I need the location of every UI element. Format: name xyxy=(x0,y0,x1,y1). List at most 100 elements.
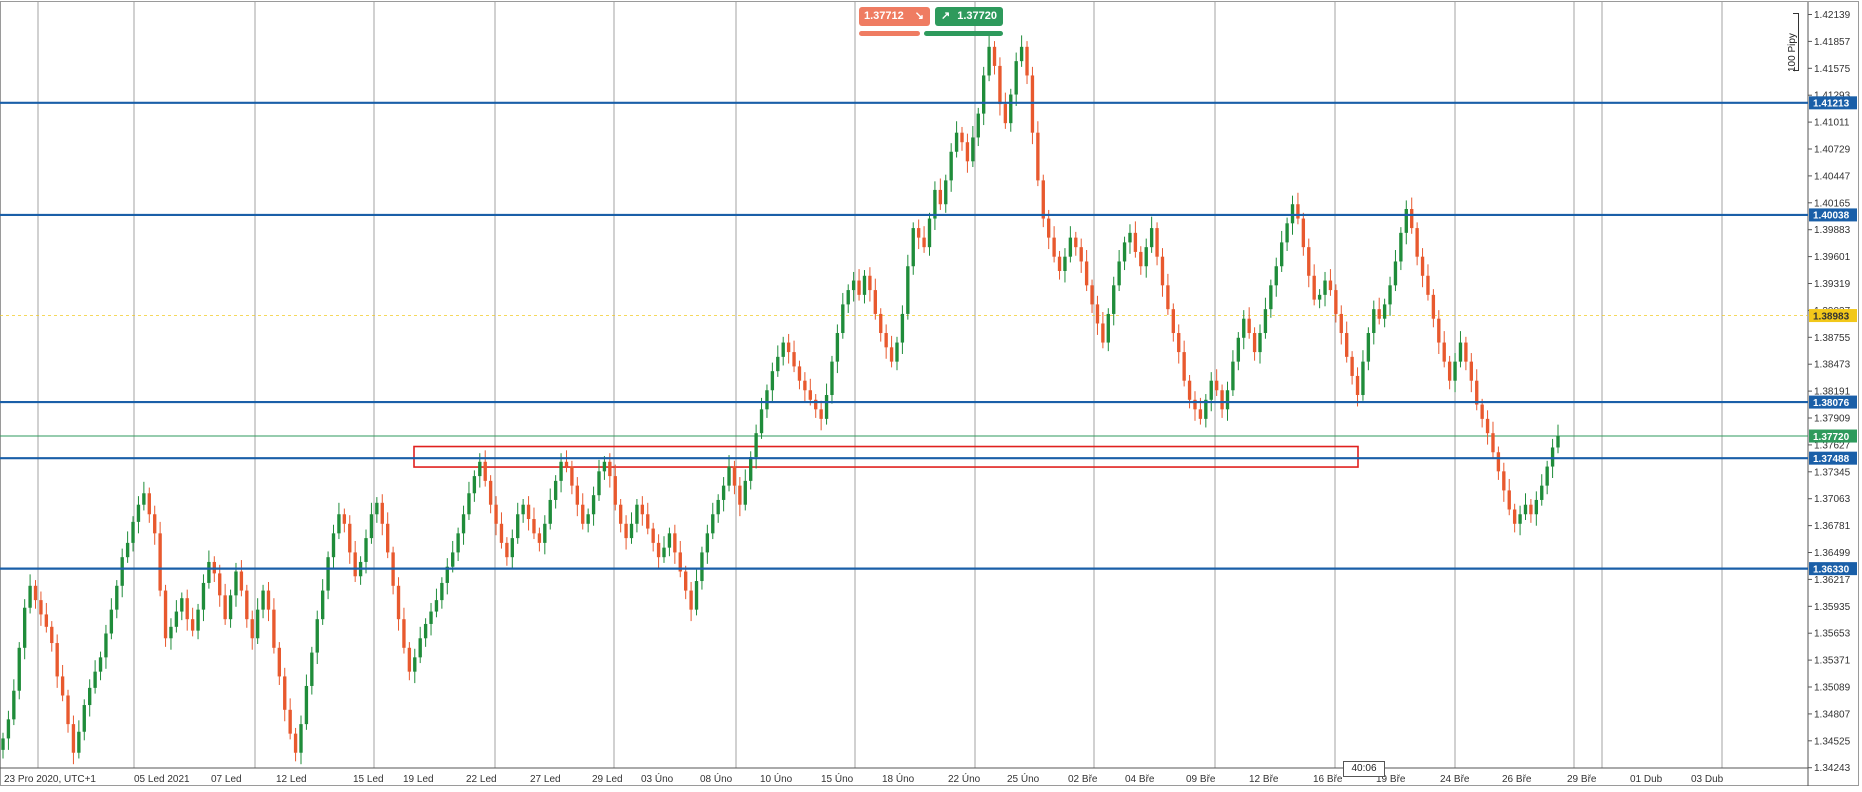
candle-body xyxy=(895,342,899,362)
candle-body xyxy=(716,499,720,515)
x-tick-label: 10 Úno xyxy=(760,772,793,785)
candle-body xyxy=(396,585,401,620)
candle-body xyxy=(190,619,195,631)
candle-body xyxy=(559,461,563,481)
y-tick-label: 1.39883 xyxy=(1814,225,1851,236)
candle-body xyxy=(510,538,514,558)
candle-body xyxy=(255,609,260,639)
x-tick-label: 01 Dub xyxy=(1630,774,1663,785)
candle-body xyxy=(153,514,157,534)
candle-body xyxy=(1047,218,1051,238)
x-tick-label: 23 Pro 2020, UTC+1 xyxy=(4,774,96,785)
candle-body xyxy=(82,705,86,732)
candle-body xyxy=(851,280,856,291)
candle-body xyxy=(1420,256,1425,276)
candle-body xyxy=(581,504,585,524)
candle-body xyxy=(1171,309,1175,334)
candle-body xyxy=(1019,46,1024,62)
candle-body xyxy=(60,676,65,696)
candle-body xyxy=(196,609,200,631)
y-tick-label: 1.36217 xyxy=(1814,575,1851,586)
candle-body xyxy=(98,657,103,672)
candle-body xyxy=(1144,247,1148,267)
candle-body xyxy=(824,395,829,419)
candle-body xyxy=(830,361,834,396)
candle-body xyxy=(949,151,953,181)
candle-body xyxy=(721,485,726,500)
candle-body xyxy=(776,356,780,372)
x-tick-label: 12 Bře xyxy=(1249,774,1279,785)
candle-body xyxy=(158,533,162,591)
candle-body xyxy=(1030,75,1035,133)
x-tick-label: 16 Bře xyxy=(1313,774,1343,785)
candle-body xyxy=(879,313,883,334)
candle-body xyxy=(965,142,970,162)
candle-body xyxy=(1074,237,1078,248)
candle-body xyxy=(1079,247,1083,262)
candle-body xyxy=(516,514,520,539)
candle-body xyxy=(1009,94,1013,124)
candle-body xyxy=(732,466,737,486)
pips-scale-bracket xyxy=(1793,13,1799,71)
candle-body xyxy=(348,523,352,553)
x-tick-label: 29 Bře xyxy=(1567,774,1597,785)
candle-body xyxy=(1198,409,1203,419)
candle-body xyxy=(1382,304,1387,319)
candle-body xyxy=(1149,228,1154,248)
candle-body xyxy=(981,75,986,114)
candle-body xyxy=(743,480,747,505)
buy-button[interactable]: ↗ 1.37720 xyxy=(935,7,1003,26)
candle-body xyxy=(575,485,580,505)
candle-body xyxy=(266,590,271,610)
x-tick-label: 24 Bře xyxy=(1440,774,1470,785)
candle-body xyxy=(1431,294,1436,319)
candle-body xyxy=(781,342,785,357)
candle-body xyxy=(673,533,677,553)
y-tick-label: 1.35371 xyxy=(1814,656,1851,667)
candle-body xyxy=(570,466,574,486)
candle-body xyxy=(1193,399,1197,410)
candle-body xyxy=(1447,361,1452,381)
candle-body xyxy=(299,724,303,753)
candle-body xyxy=(602,461,607,472)
candle-body xyxy=(1177,333,1181,353)
countdown-value: 40:06 xyxy=(1351,763,1377,774)
candle-body xyxy=(803,380,807,391)
candle-body xyxy=(1112,285,1116,314)
candle-body xyxy=(1366,333,1371,362)
candle-body xyxy=(1220,390,1224,410)
candle-body xyxy=(656,542,661,558)
y-tick-label: 1.36499 xyxy=(1814,548,1851,559)
candle-body xyxy=(916,228,921,238)
candle-body xyxy=(174,611,179,627)
candle-body xyxy=(927,218,932,248)
candle-body xyxy=(1485,418,1490,434)
candle-body xyxy=(386,523,390,553)
candle-body xyxy=(1334,290,1338,314)
x-tick-label: 25 Úno xyxy=(1007,772,1040,785)
candle-body xyxy=(770,371,775,391)
candle-body xyxy=(1523,504,1528,515)
candle-body xyxy=(1312,275,1316,300)
candle-body xyxy=(938,189,943,205)
y-tick-label: 1.37063 xyxy=(1814,494,1851,505)
candle-body xyxy=(835,333,840,362)
x-tick-label: 19 Bře xyxy=(1376,774,1406,785)
sell-button[interactable]: 1.37712 ↘ xyxy=(859,7,930,26)
candle-body xyxy=(33,585,38,601)
candle-body xyxy=(147,493,151,515)
candle-body xyxy=(1063,256,1067,272)
y-tick-label: 1.40729 xyxy=(1814,144,1851,155)
candle-body xyxy=(738,485,742,505)
x-tick-label: 07 Led xyxy=(211,774,242,785)
candle-body xyxy=(1122,242,1127,262)
candle-body xyxy=(169,626,173,639)
candle-body xyxy=(705,533,710,553)
y-tick-label: 1.35089 xyxy=(1814,683,1851,694)
candle-body xyxy=(207,561,211,583)
candle-body xyxy=(1502,471,1506,491)
candle-body xyxy=(727,466,731,486)
x-tick-label: 27 Led xyxy=(530,774,561,785)
